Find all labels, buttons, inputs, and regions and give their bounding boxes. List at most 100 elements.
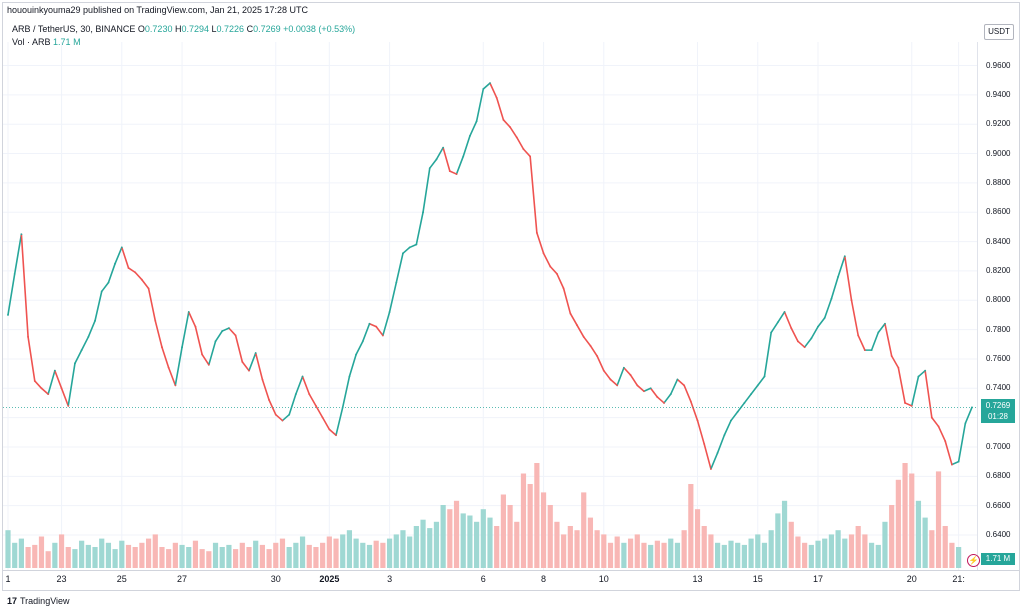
volume-bar xyxy=(407,536,413,568)
volume-bar xyxy=(842,538,848,568)
price-segment xyxy=(656,396,665,404)
price-segment xyxy=(763,331,772,378)
volume-bar xyxy=(828,534,835,568)
volume-bar xyxy=(741,544,747,568)
price-segment xyxy=(931,416,940,428)
price-point xyxy=(241,360,244,363)
volume-bar xyxy=(259,544,265,568)
volume-bar xyxy=(929,530,935,568)
bar-countdown: 01:28 xyxy=(987,412,1009,421)
price-point xyxy=(616,384,619,387)
volume-bar xyxy=(333,538,339,568)
price-segment xyxy=(589,344,598,357)
price-segment xyxy=(181,311,190,349)
price-segment xyxy=(469,120,478,137)
price-point xyxy=(335,434,337,437)
price-segment xyxy=(161,346,170,369)
price-tick-label: 0.8600 xyxy=(986,207,1011,217)
time-tick-label: 27 xyxy=(177,574,188,584)
volume-bar xyxy=(25,547,31,568)
price-segment xyxy=(80,336,90,351)
price-point xyxy=(703,443,706,445)
price-point xyxy=(234,334,237,337)
price-segment xyxy=(730,410,739,422)
volume-bar xyxy=(654,540,660,568)
price-segment xyxy=(194,325,203,356)
volume-bar xyxy=(172,542,178,568)
volume-bar xyxy=(748,538,754,568)
volume-bar xyxy=(614,536,620,568)
price-segment xyxy=(154,319,163,349)
price-segment xyxy=(556,273,565,290)
price-segment xyxy=(529,155,538,234)
symbol-legend[interactable]: ARB / TetherUS, 30, BINANCE O0.7230 H0.7… xyxy=(12,24,355,34)
price-point xyxy=(589,344,592,347)
price-segment xyxy=(87,319,96,338)
volume-bar xyxy=(902,463,908,568)
volume-bar xyxy=(139,542,145,568)
volume-bar xyxy=(735,542,741,568)
time-tick-label: 2025 xyxy=(319,574,340,584)
volume-bar xyxy=(447,509,453,568)
volume-bar xyxy=(808,544,814,568)
price-point xyxy=(489,82,491,85)
price-point xyxy=(770,331,773,334)
volume-bar xyxy=(761,542,768,568)
price-point xyxy=(837,275,840,278)
price-point xyxy=(730,419,732,422)
price-point xyxy=(823,316,826,319)
price-point xyxy=(609,378,612,381)
price-segment xyxy=(7,273,16,316)
volume-bar xyxy=(755,534,761,568)
price-segment xyxy=(388,281,398,313)
price-point xyxy=(53,369,56,372)
volume-bar xyxy=(179,544,185,568)
volume-bar xyxy=(453,500,460,568)
low-label: L xyxy=(211,24,217,34)
volume-bar xyxy=(420,519,426,568)
price-point xyxy=(817,325,819,328)
price-point xyxy=(20,233,23,236)
volume-bar xyxy=(306,544,312,568)
symbol-name[interactable]: ARB / TetherUS, 30, BINANCE xyxy=(12,24,136,34)
volume-legend[interactable]: Vol · ARB 1.71 M xyxy=(12,37,81,47)
volume-bar xyxy=(788,521,794,568)
price-point xyxy=(884,322,886,325)
price-point xyxy=(268,399,270,401)
volume-bar xyxy=(701,526,707,568)
price-segment xyxy=(321,416,331,431)
price-point xyxy=(167,366,170,369)
high-label: H xyxy=(174,24,182,34)
volume-bar xyxy=(92,547,98,568)
lightning-icon[interactable]: ⚡ xyxy=(967,554,980,567)
price-point xyxy=(107,281,110,284)
currency-button[interactable]: USDT xyxy=(984,24,1014,40)
volume-bar xyxy=(313,547,319,568)
price-segment xyxy=(341,375,351,409)
price-point xyxy=(221,330,224,332)
price-point xyxy=(710,468,712,470)
price-segment xyxy=(910,375,920,407)
price-segment xyxy=(951,460,960,466)
price-segment xyxy=(569,312,578,326)
publish-line: hououinkyouma29 published on TradingView… xyxy=(7,5,309,15)
price-tick-label: 0.9600 xyxy=(986,60,1011,70)
price-segment xyxy=(20,233,29,338)
price-point xyxy=(428,167,431,170)
close-value: 0.7269 xyxy=(253,24,281,34)
close-label: C xyxy=(246,24,254,34)
price-point xyxy=(462,155,465,158)
price-point xyxy=(743,402,746,404)
price-point xyxy=(857,334,860,337)
volume-bar xyxy=(286,547,292,568)
open-value: 0.7230 xyxy=(144,24,173,34)
price-segment xyxy=(964,406,973,425)
price-point xyxy=(94,319,96,322)
price-point xyxy=(683,384,686,387)
price-segment xyxy=(683,384,692,403)
price-point xyxy=(368,322,371,325)
price-point xyxy=(100,290,103,293)
price-segment xyxy=(723,419,732,437)
volume-label[interactable]: Vol · ARB xyxy=(12,37,51,47)
